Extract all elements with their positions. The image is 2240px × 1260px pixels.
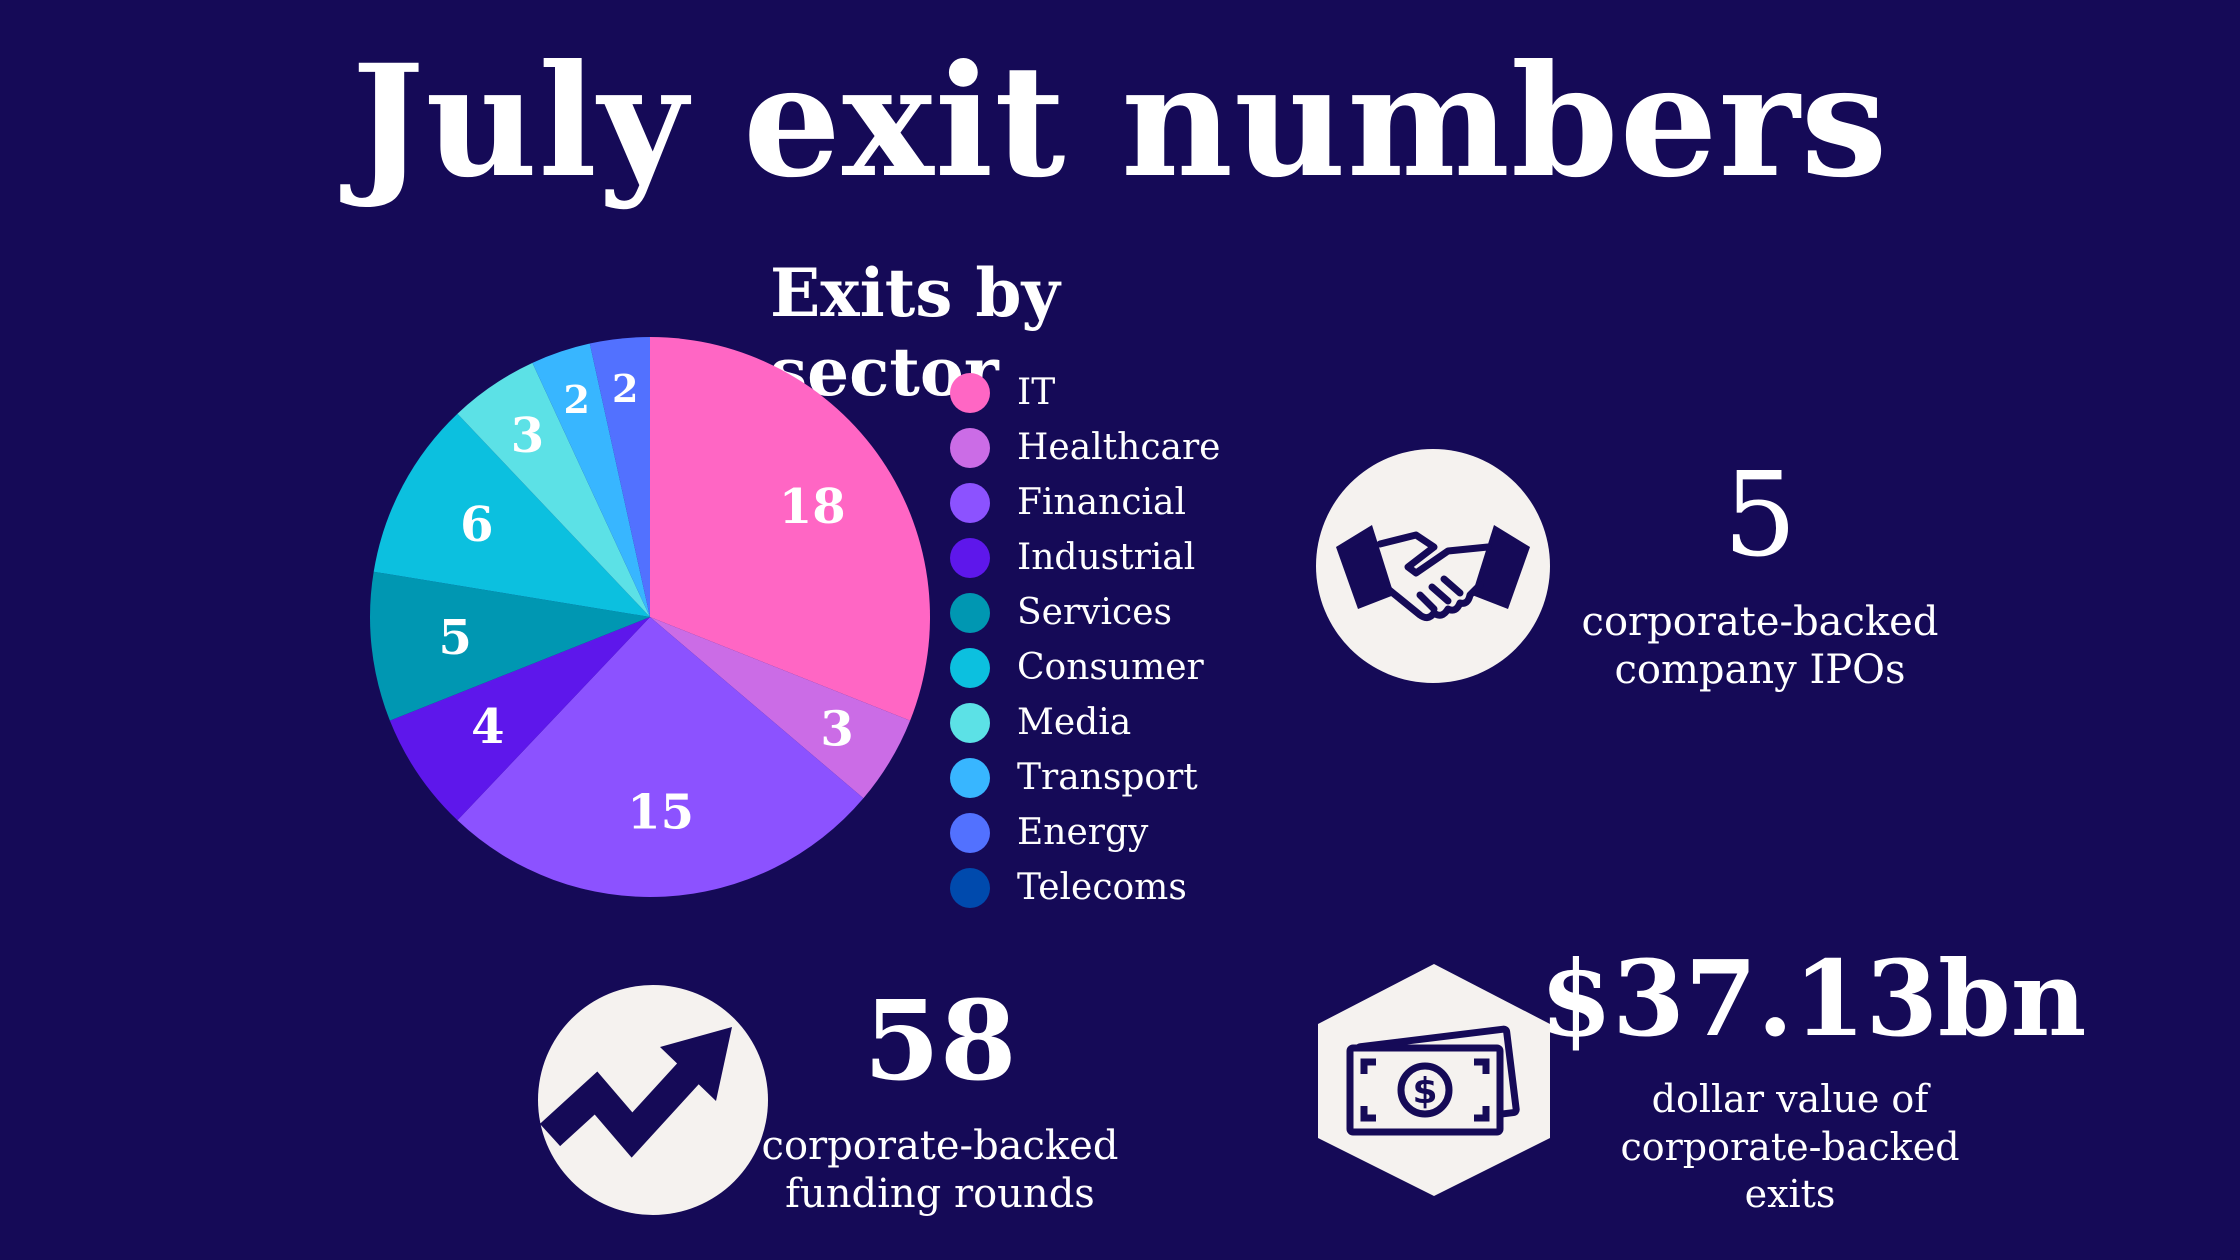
pie-slice-media bbox=[457, 362, 650, 617]
legend-item-consumer: Consumer bbox=[950, 640, 1280, 695]
legend-swatch bbox=[950, 537, 990, 578]
legend-label: Media bbox=[1017, 702, 1132, 743]
dollar-description-line: corporate-backed bbox=[1620, 1124, 1960, 1169]
handshake-icon bbox=[1336, 525, 1530, 622]
ipo-description-line: company IPOs bbox=[1614, 647, 1906, 693]
dollar-description: dollar value of corporate-backed exits bbox=[1580, 1076, 2000, 1219]
handshake-icon-badge bbox=[1316, 449, 1550, 683]
pie-slice-energy bbox=[589, 337, 650, 617]
pie-label-media: 3 bbox=[511, 408, 544, 464]
money-icon-badge: $ bbox=[1318, 964, 1550, 1196]
chart-title: Exits by sector bbox=[770, 254, 1060, 412]
pie-label-services: 5 bbox=[438, 610, 471, 666]
legend-item-financial: Financial bbox=[950, 475, 1280, 530]
legend-item-energy: Energy bbox=[950, 805, 1280, 860]
funding-description-line: funding rounds bbox=[785, 1171, 1095, 1217]
money-bill-icon: $ bbox=[1346, 1025, 1520, 1136]
pie-slice-industrial bbox=[389, 617, 650, 821]
pie-label-energy: 2 bbox=[612, 366, 638, 411]
trend-icon-badge bbox=[538, 985, 768, 1215]
legend-swatch bbox=[950, 592, 990, 633]
svg-text:$: $ bbox=[1412, 1071, 1437, 1112]
legend-item-it: IT bbox=[950, 365, 1280, 420]
pie-slice-consumer bbox=[373, 413, 650, 617]
legend-label: Services bbox=[1017, 592, 1172, 633]
legend-swatch bbox=[950, 427, 990, 468]
legend-swatch bbox=[950, 867, 990, 908]
legend-swatch bbox=[950, 702, 990, 743]
legend-label: Energy bbox=[1017, 812, 1149, 853]
ipo-description: corporate-backed company IPOs bbox=[1540, 598, 1980, 694]
legend-label: IT bbox=[1017, 372, 1056, 413]
pie-label-financial: 15 bbox=[627, 785, 694, 841]
legend-item-media: Media bbox=[950, 695, 1280, 750]
funding-count: 58 bbox=[863, 976, 1017, 1105]
legend-item-transport: Transport bbox=[950, 750, 1280, 805]
chart-legend: IT Healthcare Financial Industrial Services C… bbox=[950, 365, 1280, 915]
legend-item-telecoms: Telecoms bbox=[950, 860, 1280, 915]
legend-swatch bbox=[950, 482, 990, 523]
pie-label-transport: 2 bbox=[563, 377, 589, 422]
legend-swatch bbox=[950, 757, 990, 798]
pie-label-consumer: 6 bbox=[460, 497, 493, 553]
pie-slice-healthcare bbox=[650, 617, 911, 799]
pie-slice-transport bbox=[532, 343, 650, 617]
page-title: July exit numbers bbox=[351, 31, 1889, 212]
pie-slice-it bbox=[650, 337, 930, 721]
pie-label-healthcare: 3 bbox=[820, 702, 853, 758]
legend-label: Industrial bbox=[1017, 537, 1196, 578]
pie-slice-services bbox=[370, 571, 650, 721]
legend-label: Healthcare bbox=[1017, 427, 1221, 468]
legend-label: Consumer bbox=[1017, 647, 1204, 688]
legend-swatch bbox=[950, 812, 990, 853]
legend-swatch bbox=[950, 372, 990, 413]
pie-label-industrial: 4 bbox=[471, 699, 504, 755]
funding-description: corporate-backed funding rounds bbox=[740, 1122, 1140, 1218]
dollar-description-line: dollar value of bbox=[1651, 1077, 1929, 1121]
trend-up-arrow-icon bbox=[539, 1027, 732, 1158]
dollar-value: $37.13bn bbox=[1540, 937, 2087, 1060]
legend-swatch bbox=[950, 647, 990, 688]
pie-label-it: 18 bbox=[779, 479, 846, 535]
legend-item-healthcare: Healthcare bbox=[950, 420, 1280, 475]
legend-label: Transport bbox=[1017, 757, 1198, 798]
legend-item-industrial: Industrial bbox=[950, 530, 1280, 585]
ipo-count: 5 bbox=[1723, 448, 1797, 583]
funding-description-line: corporate-backed bbox=[761, 1123, 1119, 1169]
legend-label: Financial bbox=[1017, 482, 1186, 523]
ipo-description-line: corporate-backed bbox=[1581, 599, 1939, 645]
dollar-description-line: exits bbox=[1744, 1172, 1836, 1216]
legend-item-services: Services bbox=[950, 585, 1280, 640]
pie-slice-financial bbox=[457, 617, 864, 898]
legend-label: Telecoms bbox=[1017, 867, 1187, 908]
